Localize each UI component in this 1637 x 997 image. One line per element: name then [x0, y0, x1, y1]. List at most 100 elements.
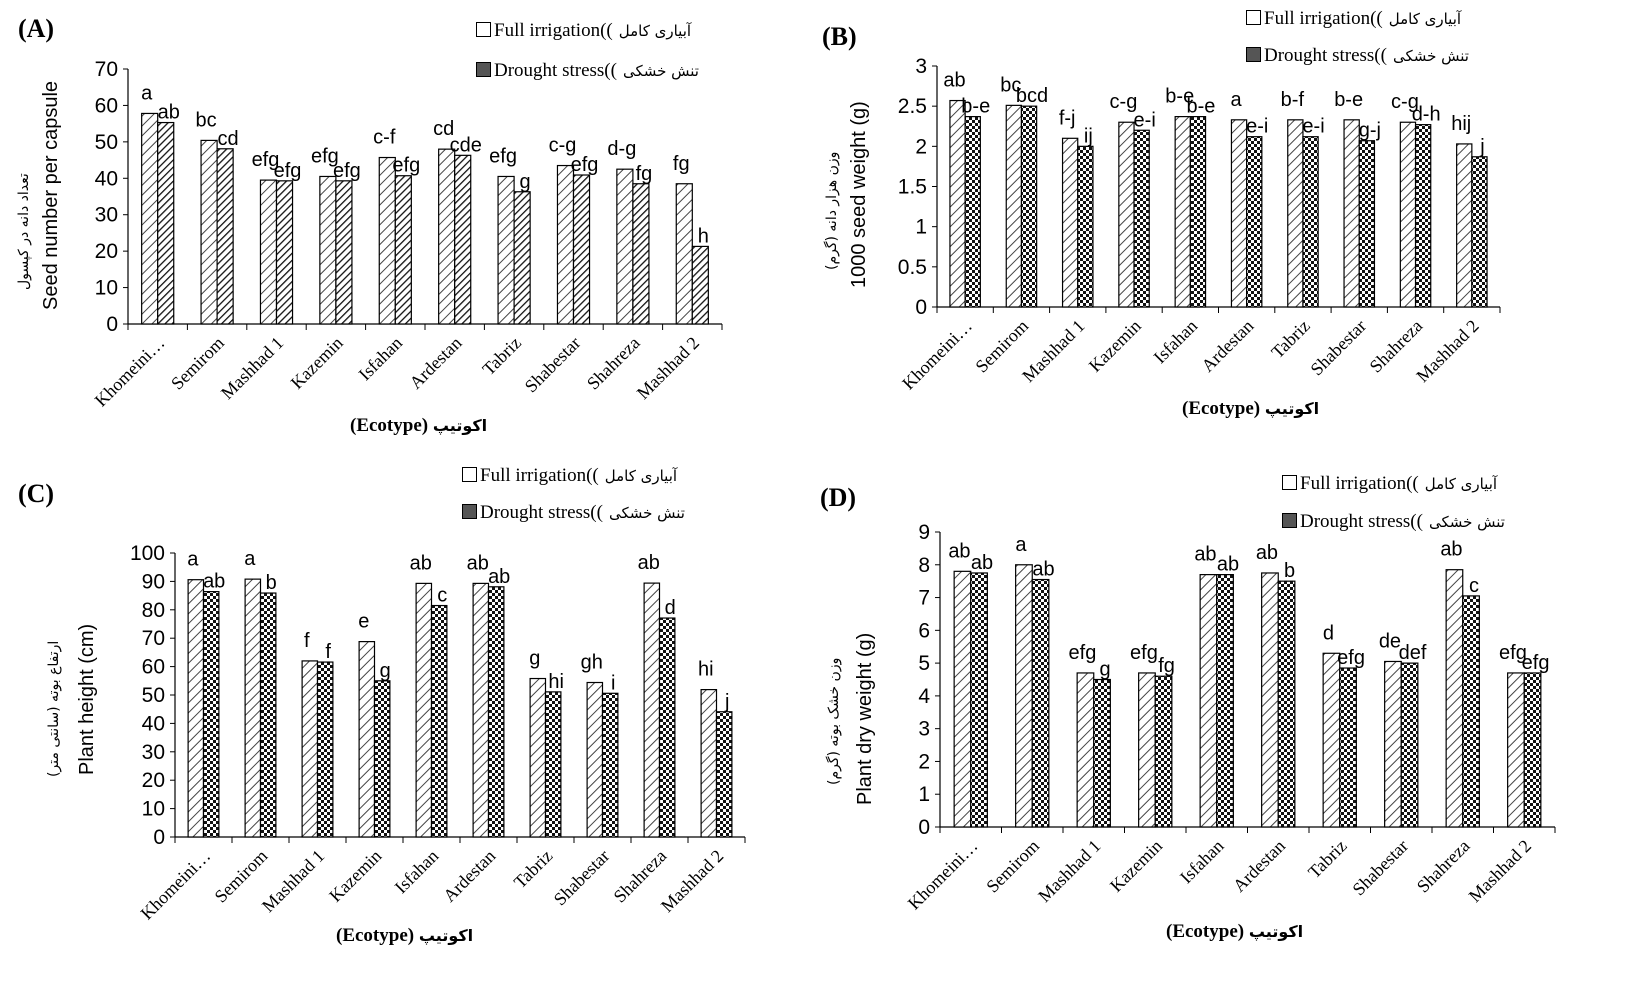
y-tick-label: 50	[95, 131, 118, 154]
bar-drought-stress	[316, 661, 334, 838]
y-tick-label: 1	[918, 783, 930, 806]
bar-full-irrigation	[586, 681, 604, 838]
x-axis-label-fa: اکوتیپ	[1264, 399, 1320, 418]
category-label: Tabriz	[478, 333, 524, 379]
data-label: cd	[433, 118, 454, 140]
bar-full-irrigation	[497, 175, 515, 325]
bar-full-irrigation	[259, 179, 278, 325]
data-label: j	[724, 691, 729, 713]
category-label: Tabriz	[1304, 836, 1350, 882]
y-tick-label: 70	[142, 627, 165, 650]
bar-drought-stress	[970, 572, 988, 828]
data-label: fg	[1158, 655, 1175, 677]
data-label: g	[520, 171, 531, 193]
bar-drought-stress	[601, 692, 619, 838]
y-tick-label: 2.5	[898, 95, 927, 118]
bar-drought-stress	[1471, 156, 1488, 308]
legend-swatch-full	[462, 467, 477, 482]
legend-swatch-drought	[1246, 47, 1261, 62]
y-tick-label: 60	[142, 656, 165, 679]
category-label: Mashhad 2	[1465, 836, 1535, 906]
bar-full-irrigation	[378, 156, 396, 325]
data-label: f	[304, 630, 310, 652]
bar-full-irrigation	[1005, 104, 1023, 308]
category-label: Khomeini…	[91, 333, 169, 411]
data-label: fg	[673, 153, 690, 175]
y-tick-label: 9	[918, 521, 930, 544]
legend-drought-a: Drought stress((تنش خشکی	[476, 60, 699, 82]
category-label: Shabestar	[521, 333, 585, 397]
data-label: efg	[1522, 652, 1550, 674]
y-tick-label: 60	[95, 94, 118, 117]
category-label: Mashhad 1	[1018, 316, 1088, 386]
legend-drought-c: Drought stress((تنش خشکی	[462, 502, 685, 524]
legend-full-b: Full irrigation((آبیاری کامل	[1246, 8, 1461, 30]
data-label: g	[380, 660, 391, 682]
legend-drought-fa: تنش خشکی	[1392, 47, 1469, 65]
data-label: f	[325, 641, 331, 663]
panel-label-b: (B)	[822, 22, 857, 51]
data-label: ab	[1256, 542, 1278, 564]
data-label: b-e	[961, 96, 990, 118]
bar-full-irrigation	[200, 139, 218, 325]
category-label: Khomeini…	[898, 316, 976, 394]
bar-full-irrigation	[358, 641, 376, 838]
data-label: d-h	[1412, 104, 1441, 126]
y-tick-label: 0	[153, 826, 165, 849]
bar-drought-stress	[216, 148, 234, 325]
bar-drought-stress	[1154, 675, 1173, 828]
data-label: d-g	[607, 138, 636, 160]
data-label: e	[358, 611, 369, 633]
bar-drought-stress	[1302, 136, 1319, 308]
category-label: Semirom	[982, 836, 1043, 897]
bar-full-irrigation	[949, 99, 966, 308]
data-label: ab	[158, 102, 180, 124]
x-axis-label-fa: اکوتیپ	[418, 926, 474, 945]
bar-drought-stress	[373, 680, 391, 838]
y-tick-label: 50	[142, 684, 165, 707]
data-label: ab	[638, 552, 660, 574]
category-label: Tabriz	[510, 846, 556, 892]
y-tick-label: 20	[142, 769, 165, 792]
data-label: e-i	[1302, 116, 1324, 138]
chart-panel-a: (A) Full irrigation((آبیاری کامل Drought…	[0, 0, 800, 450]
bar-drought-stress	[430, 604, 448, 838]
bar-full-irrigation	[1343, 119, 1360, 308]
panel-label-c: (C)	[18, 479, 55, 508]
x-axis-label-en: (Ecotype)	[350, 415, 429, 436]
data-label: efg	[1337, 647, 1365, 669]
data-label: b-e	[1334, 89, 1363, 111]
x-axis-label-en: (Ecotype)	[1166, 921, 1245, 942]
category-label: Mashhad 2	[657, 846, 727, 916]
y-tick-label: 1	[915, 216, 927, 239]
bar-full-irrigation	[1174, 116, 1191, 308]
bar-full-irrigation	[1118, 121, 1135, 308]
data-label: a	[141, 82, 153, 104]
data-label: a	[1015, 534, 1027, 556]
bar-full-irrigation	[319, 175, 337, 325]
bar-drought-stress	[544, 691, 562, 838]
legend-drought-label: Drought stress((	[1264, 45, 1387, 66]
bar-drought-stress	[1133, 129, 1150, 308]
category-label: Kazemin	[287, 333, 347, 393]
data-label: fg	[636, 163, 653, 185]
legend-swatch-drought	[476, 62, 491, 77]
y-tick-label: 3	[915, 55, 927, 78]
bar-drought-stress	[658, 617, 676, 838]
data-label: ab	[467, 552, 489, 574]
bar-drought-stress	[1246, 136, 1263, 308]
data-label: ab	[1217, 554, 1239, 576]
bar-drought-stress	[1462, 595, 1480, 828]
legend-drought-b: Drought stress(( تنش خشکی	[1246, 45, 1469, 67]
y-tick-label: 8	[918, 554, 930, 577]
legend-full-c: Full irrigation((آبیاری کامل	[462, 465, 677, 487]
data-label: i	[611, 672, 615, 694]
data-label: ab	[948, 540, 970, 562]
bar-drought-stress	[454, 154, 472, 325]
bar-full-irrigation	[1507, 672, 1525, 828]
category-label: Kazemin	[325, 846, 385, 906]
legend-drought-label: Drought stress((	[1300, 511, 1423, 532]
data-label: cd	[218, 128, 239, 150]
bar-drought-stress	[1077, 145, 1094, 308]
x-axis-label-en: (Ecotype)	[336, 925, 415, 946]
